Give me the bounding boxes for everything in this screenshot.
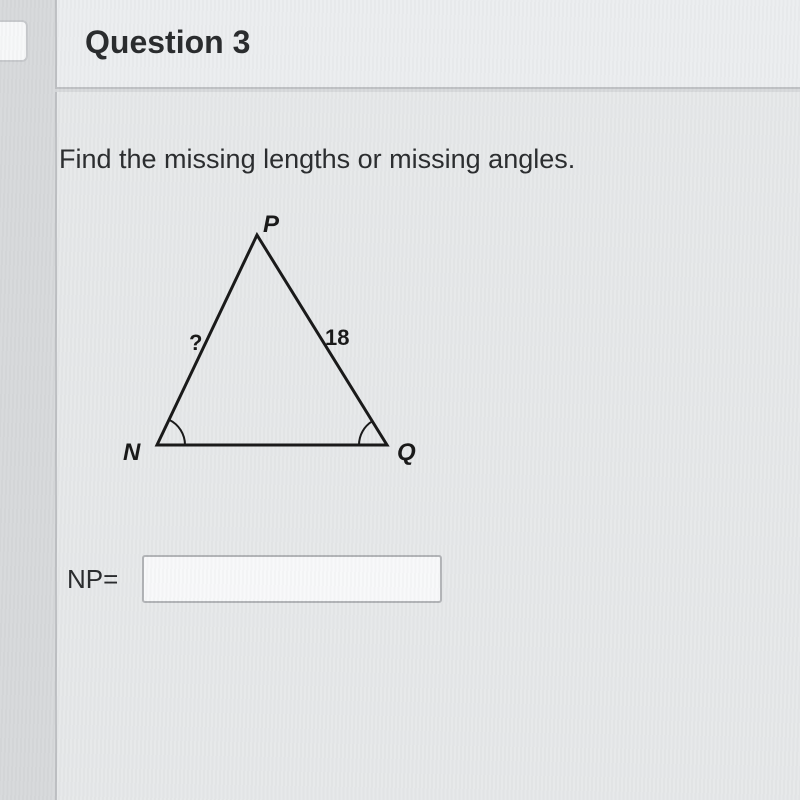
left-drawer-tab[interactable] bbox=[0, 20, 28, 62]
side-label-np: ? bbox=[189, 330, 202, 356]
question-body: Find the missing lengths or missing angl… bbox=[55, 92, 800, 800]
prompt-text: Find the missing lengths or missing angl… bbox=[59, 144, 800, 175]
side-label-pq: 18 bbox=[325, 325, 349, 351]
vertex-label-p: P bbox=[263, 211, 279, 239]
answer-label: NP= bbox=[67, 564, 118, 595]
triangle-svg bbox=[97, 225, 437, 485]
angle-arc-n bbox=[169, 420, 185, 445]
question-title: Question 3 bbox=[85, 24, 772, 87]
triangle-figure: P N Q ? 18 bbox=[97, 225, 437, 485]
question-header-card: Question 3 bbox=[55, 0, 800, 89]
vertex-label-n: N bbox=[123, 439, 140, 467]
answer-input[interactable] bbox=[142, 555, 442, 603]
answer-row: NP= bbox=[67, 555, 800, 603]
angle-arc-q bbox=[359, 421, 372, 445]
vertex-label-q: Q bbox=[397, 439, 416, 467]
